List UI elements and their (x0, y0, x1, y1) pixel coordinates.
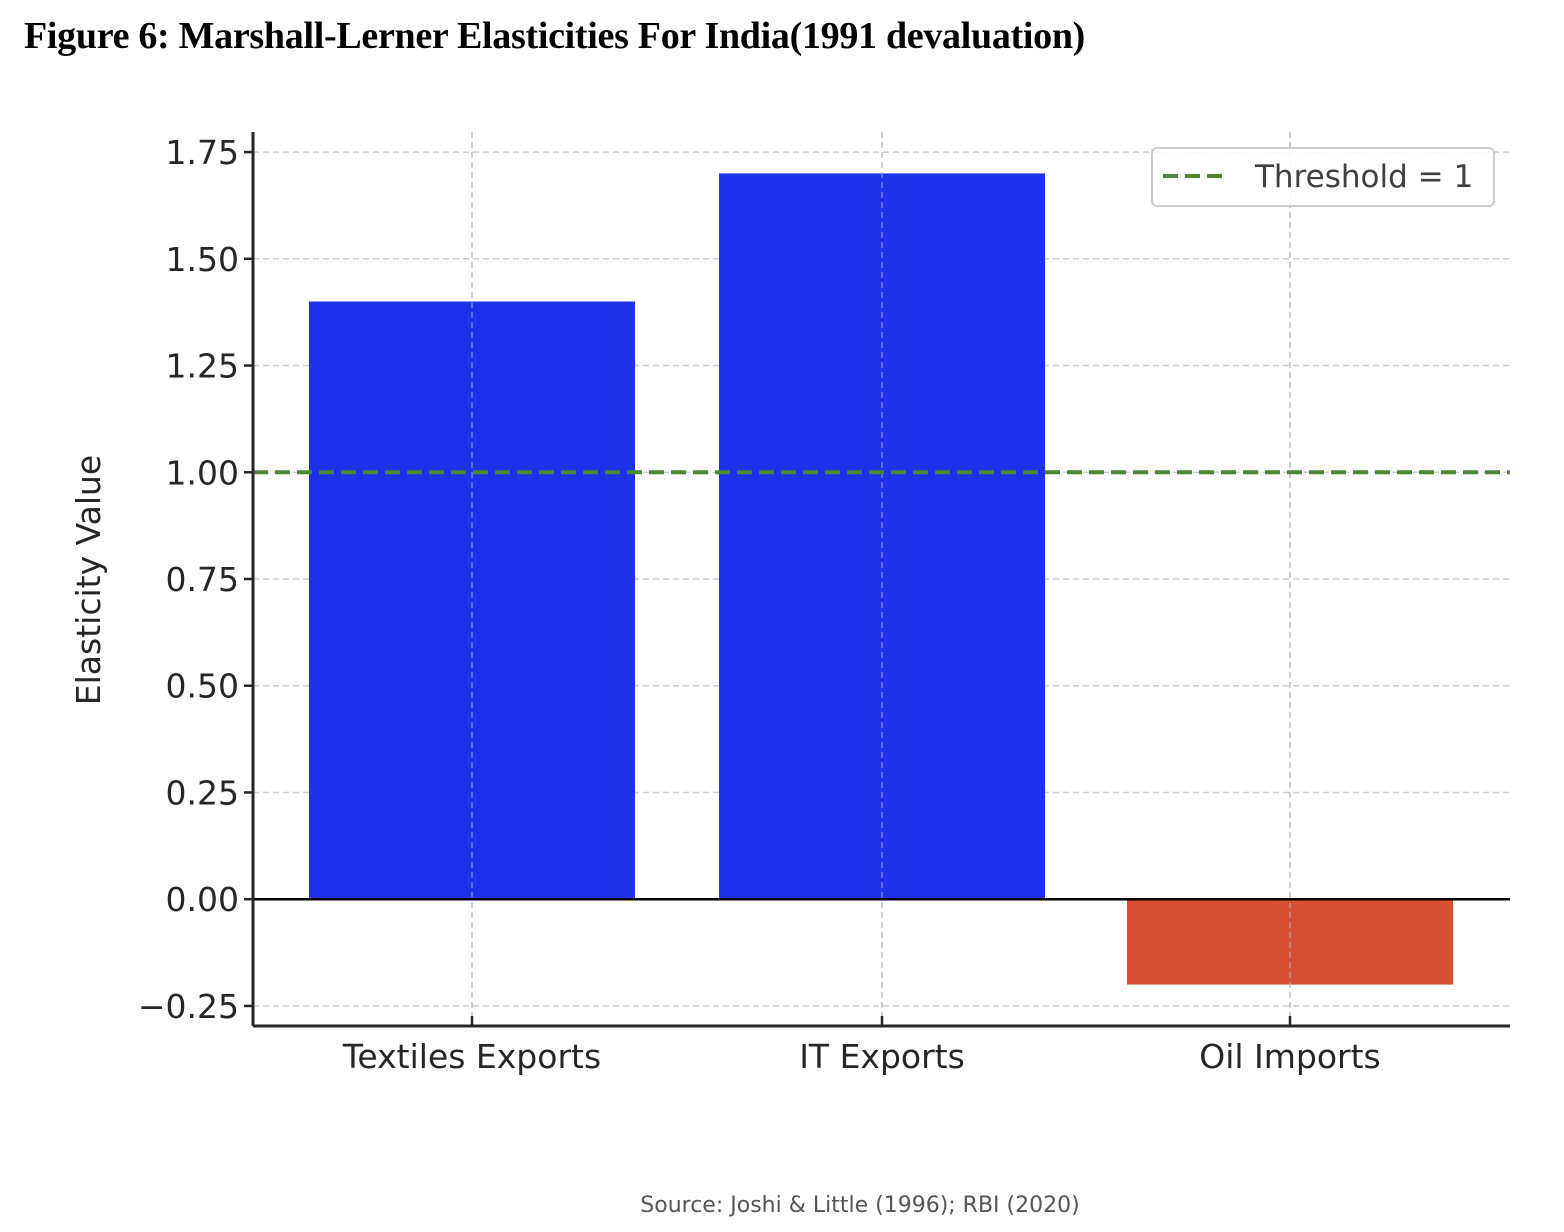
y-tick-label: 1.75 (166, 133, 239, 172)
x-tick-label: Textiles Exports (342, 1037, 601, 1076)
legend-frame (1151, 147, 1495, 207)
reference-lines (253, 470, 1510, 901)
y-tick-label: 0.00 (166, 880, 239, 919)
y-tick-label: −0.25 (138, 987, 239, 1026)
x-tick-label: IT Exports (799, 1037, 965, 1076)
y-tick-label: 1.25 (166, 347, 239, 386)
bars (309, 132, 1453, 1026)
y-tick-label: 1.00 (166, 453, 239, 492)
y-axis-label: Elasticity Value (69, 455, 108, 705)
legend: Threshold = 1 (1151, 147, 1495, 207)
legend-threshold-label: Threshold = 1 (1254, 159, 1473, 195)
y-tick-label: 0.25 (166, 773, 239, 812)
source-note: Source: Joshi & Little (1996); RBI (2020… (640, 1193, 1079, 1218)
y-tick-label: 0.50 (166, 667, 239, 706)
figure-caption: Figure 6: Marshall-Lerner Elasticities F… (24, 15, 1086, 57)
x-tick-label: Oil Imports (1199, 1037, 1381, 1076)
axes (244, 132, 1510, 1028)
y-tick-label: 1.50 (166, 240, 239, 279)
y-tick-label: 0.75 (166, 560, 239, 599)
tick-labels: −0.25 0.00 0.25 0.50 0.75 1.00 1.25 1.50 1.75 Tex… (138, 133, 1381, 1076)
bar-textiles-exports (309, 301, 635, 900)
